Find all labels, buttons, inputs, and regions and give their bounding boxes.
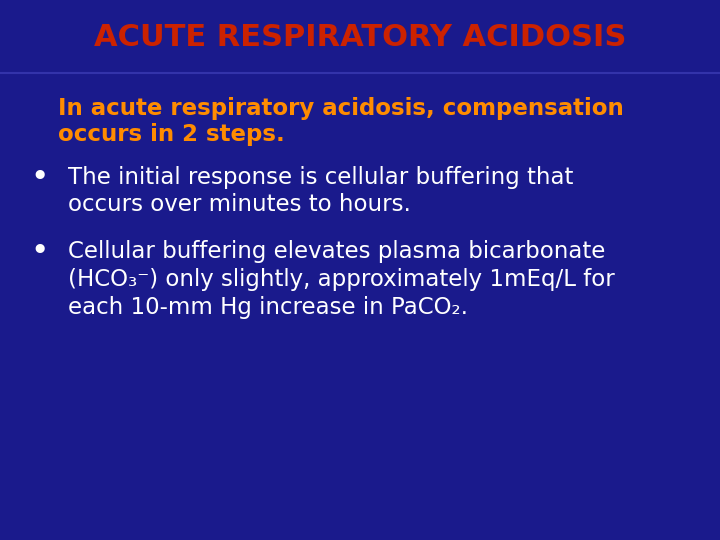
Text: occurs over minutes to hours.: occurs over minutes to hours. bbox=[68, 193, 411, 215]
Text: occurs in 2 steps.: occurs in 2 steps. bbox=[58, 124, 284, 146]
Text: •: • bbox=[30, 163, 49, 192]
Text: Cellular buffering elevates plasma bicarbonate: Cellular buffering elevates plasma bicar… bbox=[68, 240, 606, 262]
Text: each 10-mm Hg increase in PaCO₂.: each 10-mm Hg increase in PaCO₂. bbox=[68, 296, 469, 319]
Text: •: • bbox=[30, 237, 49, 266]
Text: The initial response is cellular buffering that: The initial response is cellular bufferi… bbox=[68, 166, 574, 188]
Text: ACUTE RESPIRATORY ACIDOSIS: ACUTE RESPIRATORY ACIDOSIS bbox=[94, 23, 626, 52]
Text: (HCO₃⁻) only slightly, approximately 1mEq/L for: (HCO₃⁻) only slightly, approximately 1mE… bbox=[68, 268, 615, 291]
Text: In acute respiratory acidosis, compensation: In acute respiratory acidosis, compensat… bbox=[58, 97, 624, 119]
